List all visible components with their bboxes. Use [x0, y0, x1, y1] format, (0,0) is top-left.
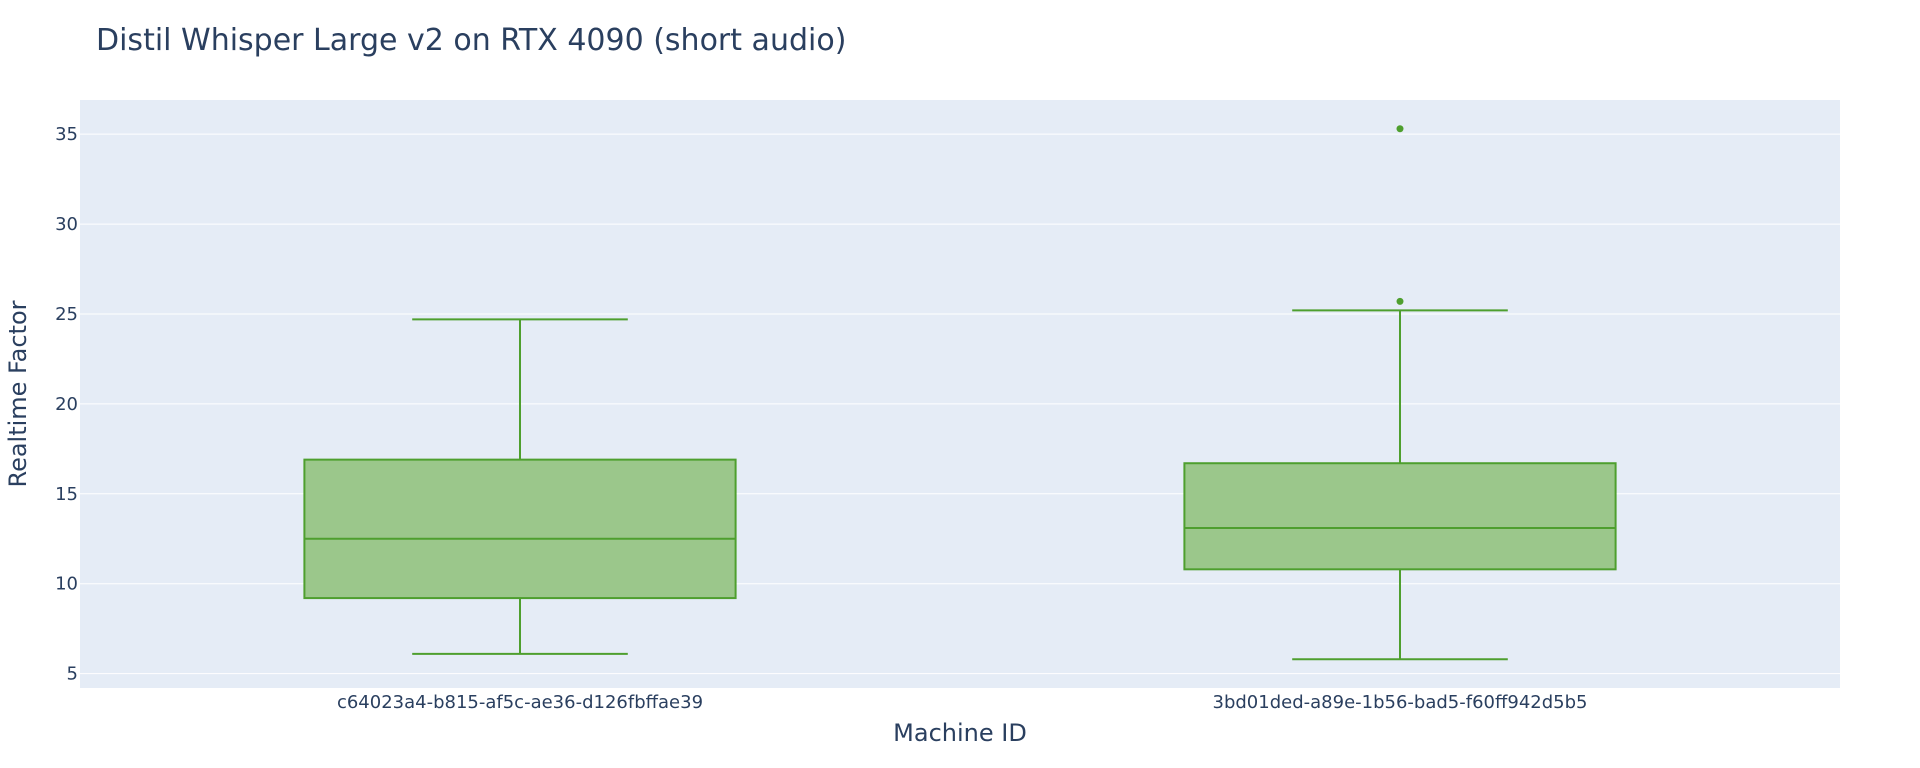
y-tick-label: 35: [55, 124, 78, 145]
chart-title: Distil Whisper Large v2 on RTX 4090 (sho…: [96, 23, 846, 58]
x-tick-labels: c64023a4-b815-af5c-ae36-d126fbffae39 3bd0…: [337, 692, 1588, 713]
outlier-point: [1396, 125, 1404, 133]
box-series: [303, 125, 1617, 661]
y-tick-labels: 5 10 15 20 25 30 35: [55, 124, 78, 684]
y-tick-label: 10: [55, 574, 78, 595]
y-tick-label: 30: [55, 214, 78, 235]
y-tick-label: 20: [55, 394, 78, 415]
x-tick-label: 3bd01ded-a89e-1b56-bad5-f60ff942d5b5: [1213, 692, 1588, 713]
y-tick-label: 5: [67, 664, 78, 685]
box-iqr: [1183, 462, 1617, 571]
x-tick-label: c64023a4-b815-af5c-ae36-d126fbffae39: [337, 692, 703, 713]
box-iqr: [303, 458, 737, 600]
outlier-point: [1396, 297, 1404, 305]
y-tick-label: 25: [55, 304, 78, 325]
x-axis-title: Machine ID: [893, 719, 1027, 747]
y-tick-label: 15: [55, 484, 78, 505]
plot-area: [80, 100, 1840, 688]
y-axis-title: Realtime Factor: [4, 300, 32, 487]
